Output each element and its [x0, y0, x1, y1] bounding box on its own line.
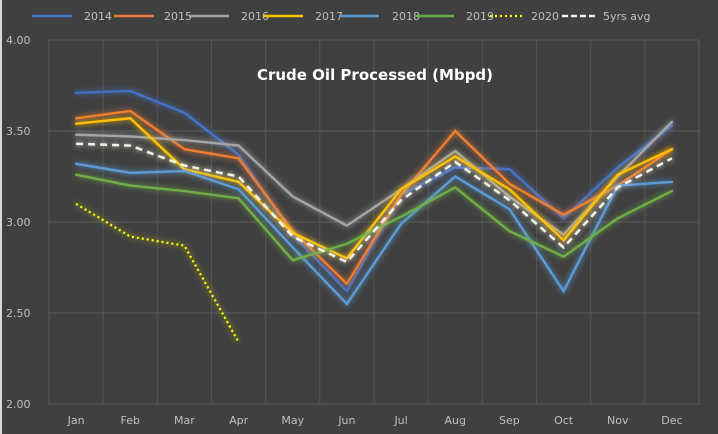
legend-label: 2016 — [241, 10, 269, 23]
series-lines — [74, 89, 674, 343]
legend-label: 2019 — [466, 10, 494, 23]
x-tick-label: Jan — [67, 414, 85, 427]
legend-label: 2014 — [84, 10, 112, 23]
x-tick-label: Jul — [393, 414, 407, 427]
x-tick-label: Feb — [121, 414, 140, 427]
legend: 2014 2015 2016 2017 2018 2019 2020 5yrs avg — [32, 10, 651, 23]
legend-item: 2015 — [114, 10, 192, 23]
legend-item: 2019 — [414, 10, 494, 23]
y-tick-label: 3.00 — [6, 216, 31, 229]
legend-item: 2014 — [32, 10, 112, 23]
x-tick-label: Apr — [229, 414, 249, 427]
legend-item: 2016 — [189, 10, 269, 23]
series-line — [76, 142, 673, 264]
series-line — [74, 109, 674, 286]
series-line — [74, 162, 674, 306]
legend-label: 5yrs avg — [603, 10, 651, 23]
series-2016 — [74, 120, 674, 237]
y-tick-label: 3.50 — [6, 125, 31, 138]
series-2015 — [74, 109, 674, 286]
x-tick-label: Dec — [661, 414, 682, 427]
legend-label: 2017 — [315, 10, 343, 23]
y-tick-label: 2.50 — [6, 307, 31, 320]
x-tick-label: Sep — [499, 414, 520, 427]
x-tick-label: May — [281, 414, 304, 427]
legend-label: 2018 — [392, 10, 420, 23]
x-tick-label: Mar — [174, 414, 195, 427]
x-tick-label: Aug — [445, 414, 466, 427]
y-tick-label: 2.00 — [6, 398, 31, 411]
legend-item: 5yrs avg — [562, 10, 651, 23]
series-line — [75, 202, 240, 343]
series-2017 — [74, 117, 674, 260]
legend-label: 2020 — [531, 10, 559, 23]
axes: 2.00 2.50 3.00 3.50 4.00 Jan Feb Mar Apr May Jun Ju… — [6, 34, 683, 427]
window-edge — [0, 0, 2, 434]
legend-label: 2015 — [164, 10, 192, 23]
series-line — [74, 117, 674, 260]
x-tick-label: Jun — [337, 414, 355, 427]
series-2018 — [74, 162, 674, 306]
x-tick-label: Nov — [607, 414, 629, 427]
series-5yrs-avg — [76, 142, 673, 264]
y-tick-label: 4.00 — [6, 34, 31, 47]
legend-item: 2018 — [339, 10, 420, 23]
series-line — [74, 120, 674, 237]
chart-title: Crude Oil Processed (Mbpd) — [257, 66, 493, 84]
legend-item: 2020 — [490, 10, 559, 23]
legend-item: 2017 — [263, 10, 343, 23]
x-tick-label: Oct — [554, 414, 574, 427]
gridlines — [48, 39, 700, 405]
series-2020 — [75, 202, 240, 343]
